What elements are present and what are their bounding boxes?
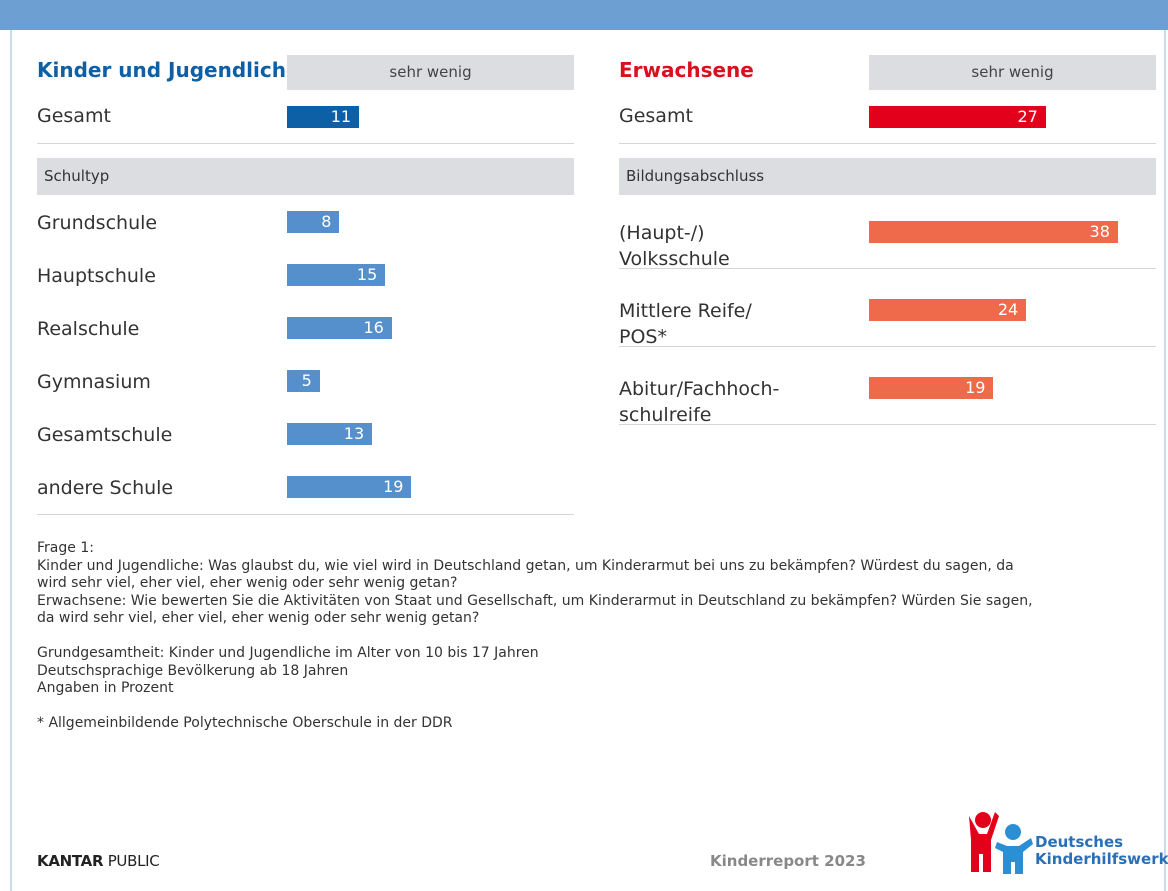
column-header: sehr wenig — [287, 55, 574, 90]
row-label: (Haupt-/) Volksschule — [619, 222, 730, 270]
bar: 19 — [287, 476, 412, 498]
logo-line: Deutsches — [1035, 833, 1124, 851]
row-label: Hauptschule — [37, 265, 156, 287]
divider — [619, 143, 1156, 144]
row-label: Grundschule — [37, 212, 158, 234]
note-line: Deutschsprachige Bevölkerung ab 18 Jahre… — [37, 662, 349, 679]
bar: 15 — [287, 264, 386, 286]
note-line: Angaben in Prozent — [37, 680, 174, 696]
row-label: andere Schule — [37, 477, 174, 499]
divider — [619, 268, 1156, 269]
divider — [619, 346, 1156, 347]
bar: 13 — [287, 423, 373, 445]
row-label: Abitur/Fachhoch- schulreife — [619, 378, 780, 426]
bar: 19 — [869, 377, 994, 399]
bar: 11 — [287, 106, 360, 128]
section-header: Bildungsabschluss — [619, 158, 1156, 195]
kantar-bold: KANTAR — [37, 852, 104, 870]
column-header: sehr wenig — [869, 55, 1156, 90]
row-label: Mittlere Reife/ POS* — [619, 300, 752, 348]
section-header: Schultyp — [37, 158, 574, 195]
kantar-logo: KANTAR PUBLIC — [37, 852, 160, 870]
row-label: Gymnasium — [37, 371, 151, 393]
note-line: da wird sehr viel, eher viel, eher wenig… — [37, 610, 480, 626]
bar: 16 — [287, 317, 392, 339]
bar: 24 — [869, 299, 1027, 321]
right-border — [1164, 30, 1166, 891]
left-border — [10, 30, 12, 891]
bar: 5 — [287, 370, 320, 392]
note-line: wird sehr viel, eher viel, eher wenig od… — [37, 575, 458, 591]
divider — [619, 424, 1156, 425]
bar: 8 — [287, 211, 340, 233]
divider — [37, 143, 574, 144]
note-line: Frage 1: — [37, 540, 94, 556]
row-label: Realschule — [37, 318, 140, 340]
row-label: Gesamtschule — [37, 424, 173, 446]
divider — [37, 514, 574, 515]
kantar-public: PUBLIC — [107, 852, 160, 870]
note-line: * Allgemeinbildende Polytechnische Obers… — [37, 715, 453, 731]
bar: 38 — [869, 221, 1118, 243]
header-band — [0, 0, 1168, 30]
bar: 27 — [869, 106, 1046, 128]
panel-title: Kinder und Jugendliche — [37, 58, 300, 82]
row-label: Gesamt — [37, 105, 111, 127]
logo-line: Kinderhilfswerk — [1035, 850, 1168, 868]
row-label: Gesamt — [619, 105, 693, 127]
note-line: Grundgesamtheit: Kinder und Jugendliche … — [37, 645, 539, 661]
note-line: Erwachsene: Wie bewerten Sie die Aktivit… — [37, 592, 1033, 609]
report-name: Kinderreport 2023 — [710, 852, 866, 870]
logo-figures — [969, 812, 1033, 874]
logo-text: Deutsches Kinderhilfswerk — [1035, 834, 1168, 868]
note-line: Kinder und Jugendliche: Was glaubst du, … — [37, 557, 1014, 574]
panel-title: Erwachsene — [619, 58, 754, 82]
